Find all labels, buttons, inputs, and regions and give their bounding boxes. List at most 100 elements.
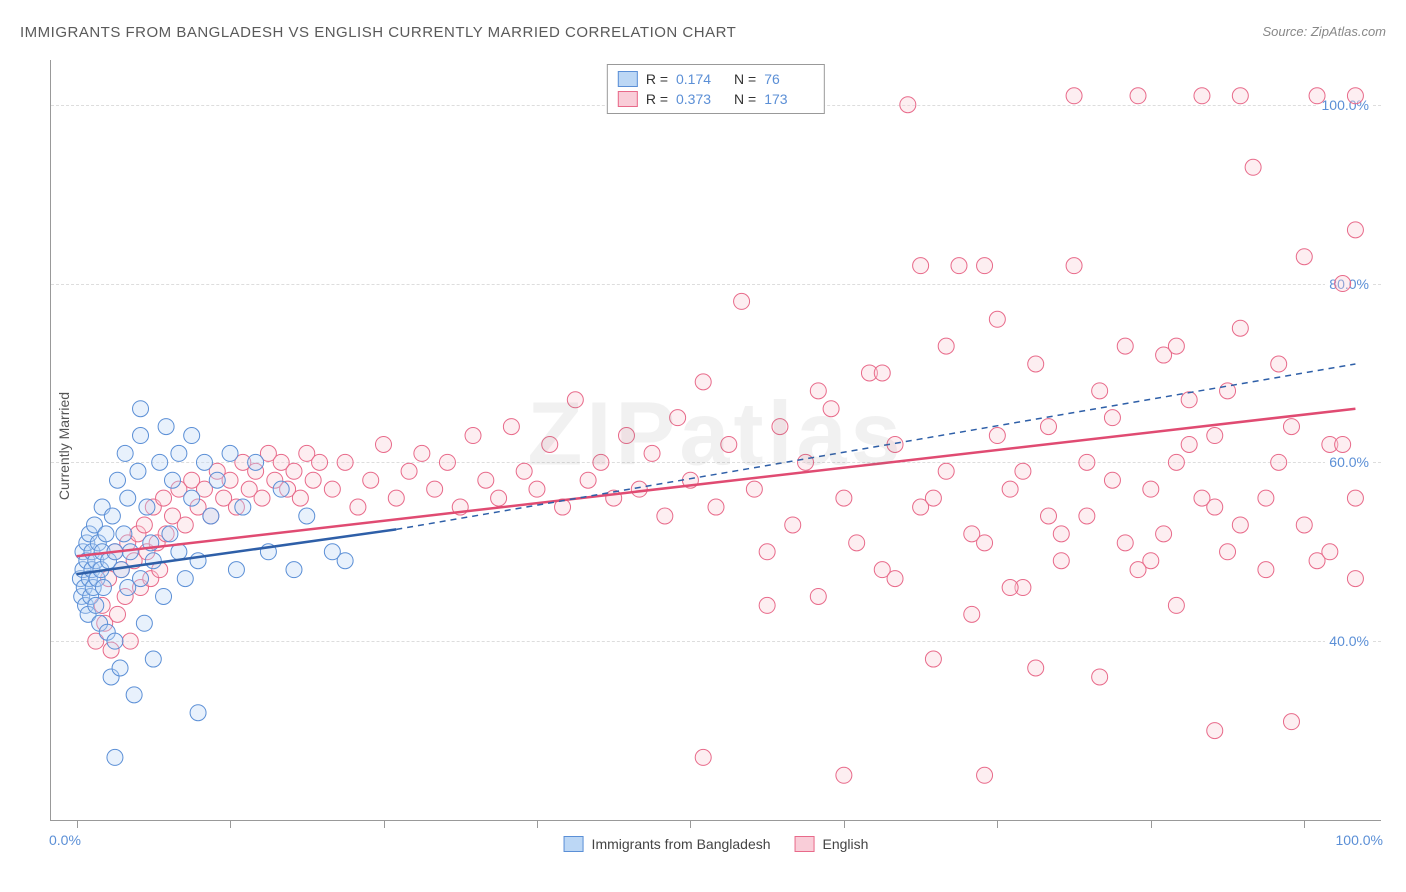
legend-swatch: [618, 91, 638, 107]
x-tick: [537, 820, 538, 828]
scatter-point-english: [874, 365, 890, 381]
legend-r-label: R =: [646, 71, 668, 87]
scatter-point-english: [772, 419, 788, 435]
scatter-point-english: [122, 633, 138, 649]
scatter-point-english: [305, 472, 321, 488]
scatter-point-english: [593, 454, 609, 470]
scatter-point-english: [1181, 436, 1197, 452]
scatter-point-english: [938, 463, 954, 479]
scatter-point-english: [938, 338, 954, 354]
scatter-point-english: [989, 428, 1005, 444]
scatter-point-english: [312, 454, 328, 470]
scatter-point-bangladesh: [104, 508, 120, 524]
scatter-point-bangladesh: [286, 562, 302, 578]
scatter-point-english: [836, 490, 852, 506]
scatter-point-english: [1104, 410, 1120, 426]
scatter-point-english: [427, 481, 443, 497]
scatter-point-english: [1104, 472, 1120, 488]
scatter-point-english: [1092, 383, 1108, 399]
scatter-point-english: [1207, 428, 1223, 444]
scatter-point-english: [1258, 562, 1274, 578]
scatter-point-bangladesh: [164, 472, 180, 488]
legend-n-label: N =: [734, 91, 756, 107]
scatter-point-english: [529, 481, 545, 497]
scatter-point-english: [1066, 258, 1082, 274]
scatter-point-english: [1309, 88, 1325, 104]
x-tick: [1304, 820, 1305, 828]
x-axis-max-label: 100.0%: [1336, 832, 1383, 848]
scatter-point-english: [798, 454, 814, 470]
scatter-point-bangladesh: [171, 445, 187, 461]
scatter-point-bangladesh: [209, 472, 225, 488]
scatter-point-english: [1232, 517, 1248, 533]
scatter-point-bangladesh: [120, 490, 136, 506]
scatter-point-english: [925, 651, 941, 667]
scatter-point-english: [849, 535, 865, 551]
scatter-point-english: [618, 428, 634, 444]
scatter-point-english: [337, 454, 353, 470]
scatter-point-english: [1232, 320, 1248, 336]
scatter-point-bangladesh: [110, 472, 126, 488]
legend-r-label: R =: [646, 91, 668, 107]
scatter-point-english: [1168, 454, 1184, 470]
scatter-point-english: [1335, 276, 1351, 292]
legend-r-value: 0.174: [676, 71, 726, 87]
scatter-point-english: [823, 401, 839, 417]
scatter-point-bangladesh: [222, 445, 238, 461]
scatter-point-bangladesh: [158, 419, 174, 435]
scatter-point-english: [951, 258, 967, 274]
x-tick: [230, 820, 231, 828]
scatter-point-english: [721, 436, 737, 452]
scatter-point-bangladesh: [98, 526, 114, 542]
scatter-point-english: [401, 463, 417, 479]
scatter-point-english: [1041, 508, 1057, 524]
legend-swatch: [618, 71, 638, 87]
scatter-point-english: [1002, 580, 1018, 596]
scatter-point-english: [388, 490, 404, 506]
scatter-point-english: [746, 481, 762, 497]
chart-title: IMMIGRANTS FROM BANGLADESH VS ENGLISH CU…: [20, 24, 736, 41]
scatter-point-english: [350, 499, 366, 515]
scatter-point-english: [1245, 159, 1261, 175]
scatter-point-english: [491, 490, 507, 506]
scatter-point-english: [1296, 249, 1312, 265]
scatter-point-english: [324, 481, 340, 497]
scatter-point-english: [810, 588, 826, 604]
scatter-point-english: [1015, 463, 1031, 479]
scatter-point-bangladesh: [139, 499, 155, 515]
legend-stats-row: R =0.373N =173: [618, 89, 814, 109]
scatter-point-bangladesh: [273, 481, 289, 497]
scatter-point-english: [1079, 508, 1095, 524]
x-tick: [997, 820, 998, 828]
scatter-point-english: [1028, 356, 1044, 372]
scatter-point-bangladesh: [337, 553, 353, 569]
scatter-point-english: [1322, 544, 1338, 560]
scatter-point-english: [1232, 88, 1248, 104]
scatter-point-english: [759, 597, 775, 613]
scatter-point-english: [887, 571, 903, 587]
legend-series-item: English: [795, 836, 869, 852]
scatter-point-english: [1130, 562, 1146, 578]
x-tick: [384, 820, 385, 828]
scatter-point-bangladesh: [248, 454, 264, 470]
scatter-point-english: [1053, 553, 1069, 569]
legend-n-value: 173: [764, 91, 814, 107]
scatter-point-bangladesh: [162, 526, 178, 542]
scatter-point-english: [503, 419, 519, 435]
scatter-point-english: [657, 508, 673, 524]
scatter-point-english: [836, 767, 852, 783]
legend-n-label: N =: [734, 71, 756, 87]
scatter-point-bangladesh: [126, 687, 142, 703]
scatter-point-english: [1335, 436, 1351, 452]
scatter-point-english: [292, 490, 308, 506]
scatter-point-english: [977, 767, 993, 783]
scatter-point-english: [580, 472, 596, 488]
scatter-point-bangladesh: [117, 445, 133, 461]
scatter-point-english: [414, 445, 430, 461]
legend-stats-row: R =0.174N =76: [618, 69, 814, 89]
legend-series-label: English: [823, 836, 869, 852]
scatter-point-english: [1194, 88, 1210, 104]
scatter-point-bangladesh: [130, 463, 146, 479]
scatter-point-english: [631, 481, 647, 497]
scatter-point-bangladesh: [156, 588, 172, 604]
